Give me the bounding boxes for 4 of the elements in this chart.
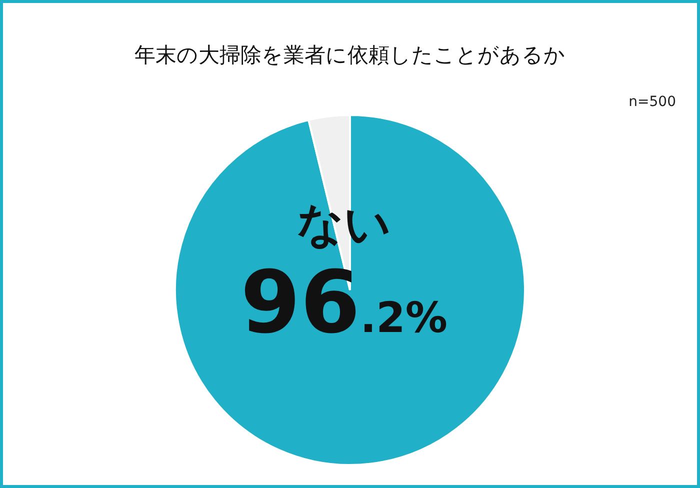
pie-slice: [174, 114, 526, 466]
text: n=500: [628, 94, 676, 110]
chart-title: 年末の大掃除を業者に依頼したことがあるか: [134, 43, 566, 67]
data-label: 96.2%: [240, 253, 448, 353]
